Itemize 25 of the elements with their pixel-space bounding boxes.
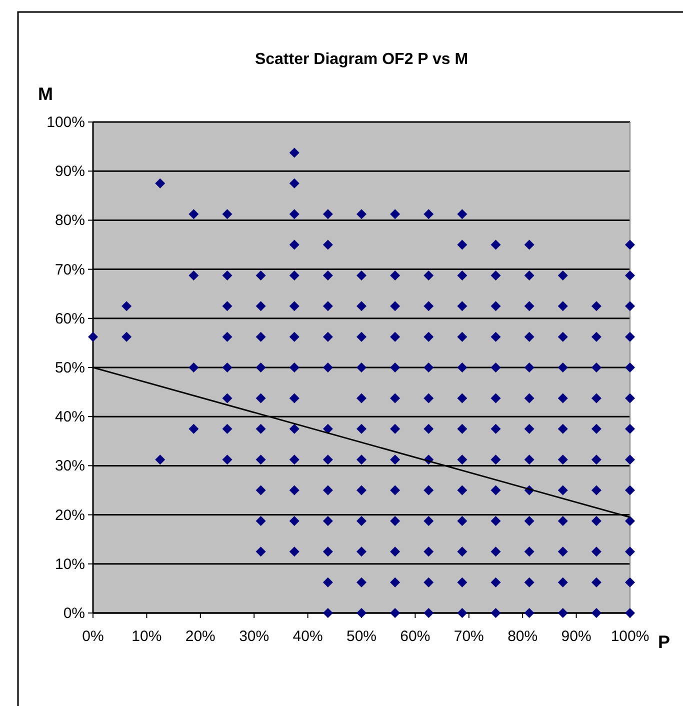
- x-tick-label: 50%: [346, 628, 377, 645]
- y-tick-label: 20%: [54, 506, 85, 524]
- y-tick-label: 100%: [46, 114, 85, 131]
- x-tick-label: 70%: [454, 628, 484, 645]
- x-tick-label: 60%: [400, 628, 430, 645]
- y-tick-label: 10%: [54, 556, 85, 573]
- y-axis-title: M: [38, 84, 53, 104]
- x-tick-label: 40%: [292, 628, 323, 645]
- x-tick-label: 100%: [610, 628, 650, 645]
- y-tick-label: 40%: [54, 408, 85, 426]
- y-tick-label: 0%: [63, 605, 85, 622]
- x-tick-label: 0%: [82, 628, 104, 645]
- y-tick-label: 60%: [54, 310, 85, 328]
- y-tick-label: 50%: [54, 360, 85, 376]
- x-axis-title: P: [658, 632, 670, 652]
- y-tick-label: 90%: [54, 163, 85, 180]
- y-tick-label: 80%: [54, 212, 85, 230]
- y-tick-label: 70%: [54, 261, 85, 278]
- y-tick-label: 30%: [54, 458, 85, 475]
- x-tick-label: 30%: [239, 628, 270, 645]
- x-tick-label: 80%: [508, 628, 538, 645]
- x-tick-label: 20%: [185, 628, 216, 645]
- x-tick-label: 90%: [561, 628, 592, 645]
- chart-title: Scatter Diagram OF2 P vs M: [254, 51, 468, 68]
- x-tick-label: 10%: [132, 628, 162, 645]
